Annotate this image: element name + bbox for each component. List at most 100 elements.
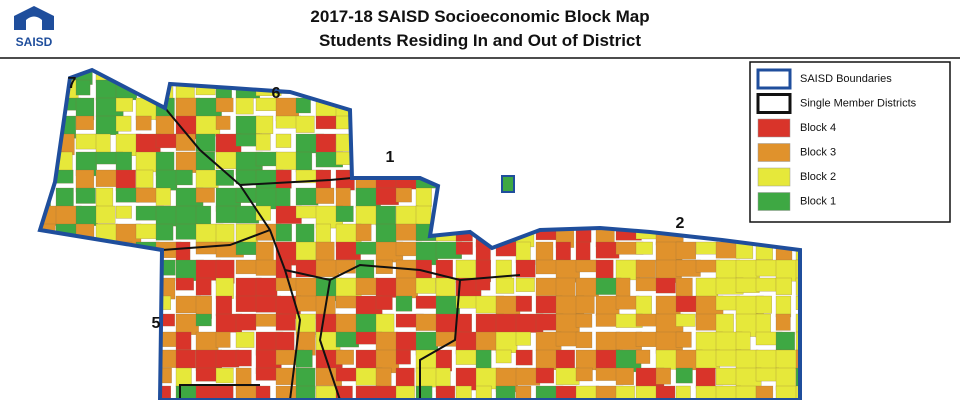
block <box>295 349 313 368</box>
block <box>655 277 676 294</box>
title: 2017-18 SAISD Socioeconomic Block Map <box>310 7 649 26</box>
block <box>355 241 377 255</box>
block <box>275 133 292 148</box>
block <box>195 385 219 400</box>
block <box>295 205 319 219</box>
block <box>295 97 311 114</box>
block <box>535 277 559 296</box>
block <box>195 331 219 352</box>
block <box>735 331 751 351</box>
block <box>635 313 659 327</box>
block <box>55 187 74 207</box>
block <box>395 349 411 365</box>
block <box>355 223 372 242</box>
block <box>575 349 597 371</box>
block <box>255 115 274 134</box>
block <box>115 97 133 112</box>
block <box>695 313 717 331</box>
block <box>175 349 196 369</box>
block <box>575 313 593 328</box>
block <box>355 259 375 280</box>
block <box>755 367 779 382</box>
block <box>295 115 315 133</box>
block <box>215 331 231 348</box>
block <box>215 223 235 246</box>
block <box>215 169 234 186</box>
block <box>275 277 297 292</box>
block <box>395 187 412 203</box>
block <box>775 349 798 369</box>
block <box>435 313 458 335</box>
block <box>515 259 536 278</box>
block <box>195 205 212 226</box>
district-label: 5 <box>152 315 161 332</box>
block <box>335 295 359 309</box>
block <box>295 241 317 261</box>
block <box>215 385 234 400</box>
block <box>75 115 94 131</box>
block <box>555 331 579 347</box>
block <box>755 295 773 314</box>
block <box>295 151 313 173</box>
block <box>255 259 277 276</box>
block <box>255 151 278 167</box>
block <box>675 367 693 384</box>
block <box>715 241 737 259</box>
block <box>475 331 497 351</box>
block <box>255 385 271 400</box>
legend-swatch <box>757 118 791 138</box>
block <box>155 223 174 241</box>
block <box>755 277 777 292</box>
block <box>195 187 215 203</box>
block <box>615 385 635 400</box>
block <box>175 331 192 351</box>
block <box>755 259 777 277</box>
block <box>435 385 456 400</box>
block <box>235 241 259 256</box>
block <box>395 277 418 299</box>
block <box>415 277 436 294</box>
block <box>695 367 716 389</box>
block <box>255 241 274 263</box>
block <box>495 385 516 400</box>
block <box>575 259 597 273</box>
block <box>135 169 154 188</box>
block <box>395 295 413 312</box>
legend-swatch <box>757 167 791 187</box>
block <box>75 133 99 150</box>
block <box>275 331 295 354</box>
block <box>335 349 354 365</box>
block <box>195 367 218 382</box>
block <box>575 277 599 297</box>
block <box>635 277 660 292</box>
district-label: 1 <box>386 149 395 166</box>
block <box>495 277 515 294</box>
block <box>675 313 696 327</box>
block <box>515 295 532 312</box>
block <box>115 151 132 173</box>
block <box>115 187 140 203</box>
block <box>175 205 197 227</box>
block <box>455 349 478 365</box>
district-label: 2 <box>676 215 685 232</box>
block <box>395 223 419 241</box>
block <box>215 97 234 113</box>
logo-arch <box>26 16 42 30</box>
block <box>335 331 359 348</box>
block <box>275 367 299 385</box>
logo-text: SAISD <box>16 35 53 49</box>
block <box>455 241 473 255</box>
block <box>135 115 152 131</box>
block <box>515 277 535 292</box>
legend-swatch <box>756 68 792 90</box>
block <box>215 349 240 368</box>
block <box>535 367 555 384</box>
block <box>415 313 438 331</box>
district-line <box>161 229 271 251</box>
block <box>415 187 432 207</box>
district-line <box>239 177 353 186</box>
block <box>775 313 791 331</box>
subtitle: Students Residing In and Out of District <box>319 31 641 50</box>
block <box>195 313 212 327</box>
